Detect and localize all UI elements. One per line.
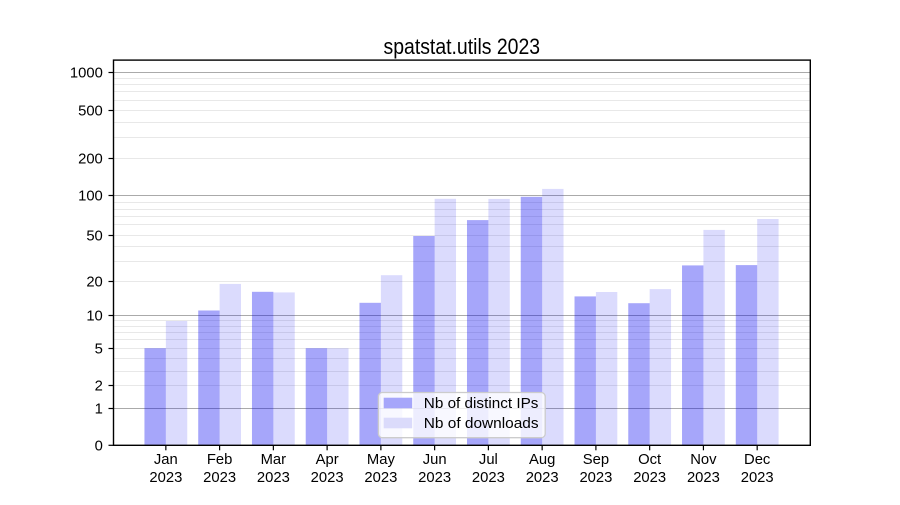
svg-text:Mar: Mar [261,452,287,468]
svg-text:Jun: Jun [423,452,447,468]
svg-text:2023: 2023 [687,470,720,486]
svg-text:1: 1 [95,402,103,418]
svg-text:2023: 2023 [741,470,774,486]
svg-text:2023: 2023 [257,470,290,486]
svg-text:Aug: Aug [529,452,555,468]
svg-text:Jan: Jan [154,452,178,468]
svg-text:10: 10 [86,309,102,325]
svg-text:May: May [367,452,396,468]
svg-text:2023: 2023 [472,470,505,486]
svg-text:2023: 2023 [418,470,451,486]
svg-text:20: 20 [86,275,102,291]
svg-text:2023: 2023 [203,470,236,486]
svg-text:50: 50 [86,229,102,245]
svg-text:Nb of downloads: Nb of downloads [424,415,539,432]
svg-text:2: 2 [95,379,103,395]
svg-text:Oct: Oct [638,452,661,468]
svg-text:2023: 2023 [579,470,612,486]
svg-text:2023: 2023 [149,470,182,486]
svg-text:1000: 1000 [70,66,103,82]
svg-text:200: 200 [78,152,103,168]
svg-text:2023: 2023 [311,470,344,486]
svg-text:500: 500 [78,104,103,120]
svg-text:Feb: Feb [207,452,233,468]
svg-text:2023: 2023 [364,470,397,486]
svg-text:5: 5 [95,342,103,358]
svg-text:2023: 2023 [633,470,666,486]
svg-text:100: 100 [78,189,103,205]
svg-text:2023: 2023 [526,470,559,486]
svg-text:Apr: Apr [316,452,339,468]
svg-text:spatstat.utils 2023: spatstat.utils 2023 [384,34,541,59]
svg-text:Dec: Dec [744,452,771,468]
svg-text:Jul: Jul [479,452,498,468]
svg-text:Sep: Sep [583,452,609,468]
svg-text:Nb of distinct IPs: Nb of distinct IPs [424,395,539,412]
svg-text:0: 0 [95,438,103,454]
svg-text:Nov: Nov [690,452,717,468]
